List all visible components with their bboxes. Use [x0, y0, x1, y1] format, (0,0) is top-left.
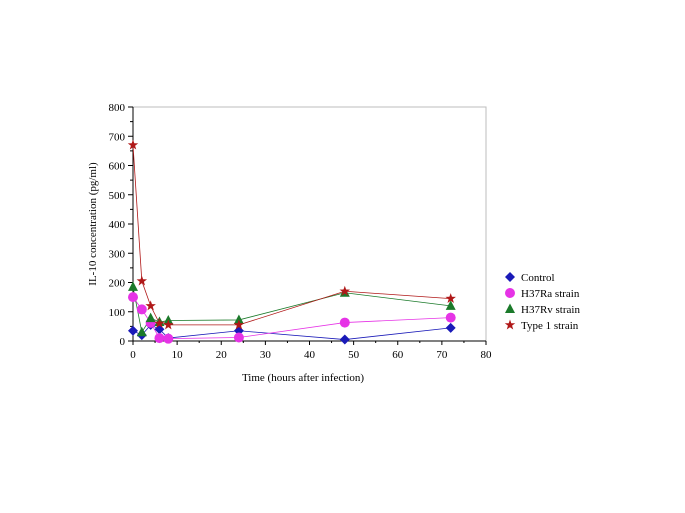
data-point-0 [128, 325, 138, 336]
y-tick-label: 400 [109, 219, 126, 231]
legend-label-0: Control [521, 272, 555, 284]
data-point-0 [339, 334, 350, 345]
y-tick-label: 600 [109, 161, 126, 173]
data-point-1 [136, 304, 147, 315]
x-tick-label: 10 [172, 349, 184, 361]
x-tick-label: 20 [216, 349, 228, 361]
legend-label-2: H37Rv strain [521, 304, 580, 316]
data-point-1 [128, 292, 138, 303]
data-point-3 [145, 300, 156, 311]
x-axis-title: Time (hours after infection) [242, 372, 364, 384]
axes: 0 10 20 30 40 50 60 70 8001002003004005006007008… [109, 102, 493, 361]
y-tick-label: 500 [109, 190, 126, 202]
data-point-2 [145, 312, 156, 323]
y-tick-label: 100 [109, 307, 126, 319]
data-point-3 [339, 285, 351, 296]
y-tick-label: 200 [109, 278, 126, 290]
data-point-1 [233, 332, 244, 343]
legend-marker-1 [505, 288, 515, 298]
data-point-3 [445, 293, 456, 304]
data-point-3 [163, 319, 174, 330]
x-tick-label: 60 [392, 349, 404, 361]
y-axis-title: IL-10 concentration (pg/ml) [87, 162, 99, 286]
data-point-0 [445, 322, 456, 333]
plot-area [132, 106, 487, 342]
x-tick-label: 70 [436, 349, 448, 361]
legend-label-1: H37Ra strain [521, 288, 580, 300]
legend-label-3: Type 1 strain [521, 320, 579, 332]
x-tick-label: 30 [260, 349, 272, 361]
series-line-3 [132, 145, 451, 326]
x-tick-label: 0 [130, 349, 136, 361]
y-tick-label: 800 [109, 102, 126, 114]
y-tick-label: 300 [109, 248, 126, 260]
legend: Control H37Ra strain H37Rv strain Type 1 st… [504, 272, 580, 332]
y-tick-label: 0 [120, 336, 126, 348]
series-line-2 [132, 286, 451, 334]
x-tick-label: 80 [481, 349, 493, 361]
data-point-2 [233, 314, 244, 324]
data-point-3 [233, 319, 245, 330]
data-point-2 [136, 326, 147, 337]
x-tick-label: 40 [304, 349, 316, 361]
series-markers [127, 139, 456, 345]
series-line-1 [132, 296, 451, 340]
data-point-1 [445, 312, 456, 323]
series-lines [132, 145, 451, 340]
data-point-1 [339, 317, 350, 328]
series-line-0 [132, 324, 451, 340]
data-point-1 [154, 333, 165, 344]
data-point-3 [136, 275, 148, 286]
x-tick-label: 50 [348, 349, 360, 361]
legend-marker-2 [505, 303, 515, 313]
y-tick-label: 700 [109, 131, 126, 143]
legend-marker-0 [505, 272, 515, 282]
legend-marker-3 [504, 319, 516, 330]
data-point-3 [154, 317, 165, 328]
data-point-3 [127, 139, 139, 150]
data-point-2 [445, 300, 456, 310]
data-point-1 [163, 333, 174, 344]
data-point-2 [128, 281, 138, 291]
